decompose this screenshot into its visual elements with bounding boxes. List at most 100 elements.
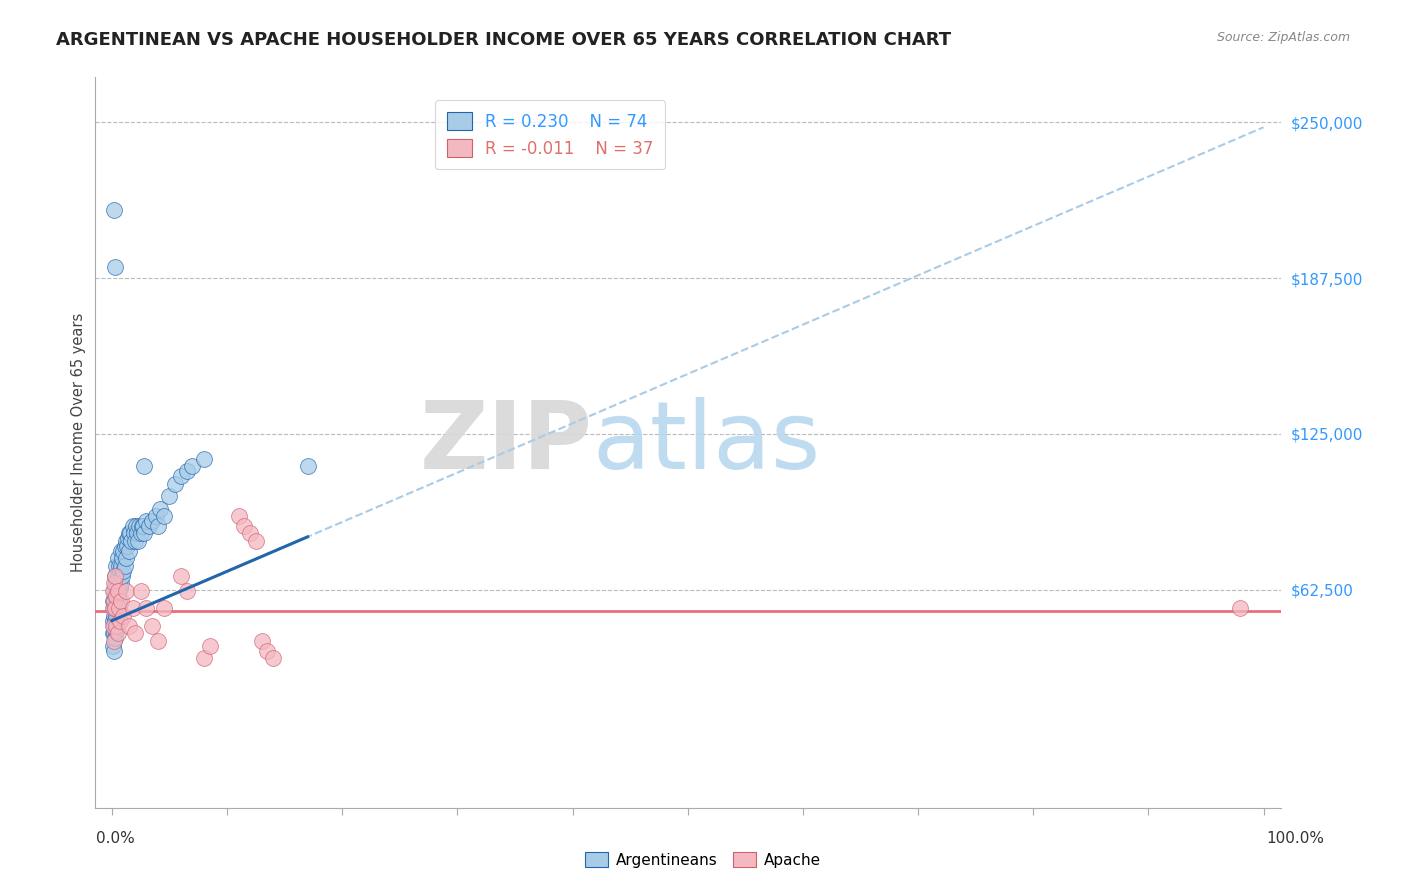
Point xyxy=(108,614,131,628)
Point xyxy=(135,514,157,528)
Point xyxy=(152,601,174,615)
Point xyxy=(132,459,155,474)
Point xyxy=(262,651,284,665)
Point xyxy=(107,601,129,615)
Point xyxy=(181,459,204,474)
Point xyxy=(105,589,128,603)
Text: atlas: atlas xyxy=(593,397,821,489)
Point xyxy=(165,476,187,491)
Point xyxy=(105,594,128,608)
Point xyxy=(117,532,139,546)
Point xyxy=(118,618,141,632)
Point xyxy=(135,601,157,615)
Point xyxy=(101,583,124,598)
Point xyxy=(170,569,193,583)
Point xyxy=(131,519,153,533)
Point xyxy=(104,601,127,615)
Point xyxy=(101,639,124,653)
Point xyxy=(110,594,132,608)
Point xyxy=(176,583,198,598)
Point xyxy=(103,643,125,657)
Point xyxy=(107,551,129,566)
Point xyxy=(104,569,127,583)
Point xyxy=(141,514,163,528)
Point xyxy=(198,639,221,653)
Text: 0.0%: 0.0% xyxy=(96,831,135,846)
Point xyxy=(101,626,124,640)
Point xyxy=(115,539,138,553)
Point xyxy=(107,589,129,603)
Point xyxy=(125,519,148,533)
Point xyxy=(101,594,124,608)
Point xyxy=(193,451,215,466)
Point xyxy=(121,601,143,615)
Text: ZIP: ZIP xyxy=(420,397,593,489)
Y-axis label: Householder Income Over 65 years: Householder Income Over 65 years xyxy=(72,313,86,572)
Point xyxy=(107,594,129,608)
Point xyxy=(127,526,149,541)
Point xyxy=(108,582,131,596)
Point xyxy=(250,633,273,648)
Point xyxy=(104,569,127,583)
Point xyxy=(124,533,146,548)
Point xyxy=(104,589,127,603)
Point xyxy=(103,202,125,217)
Point xyxy=(118,544,141,558)
Text: ARGENTINEAN VS APACHE HOUSEHOLDER INCOME OVER 65 YEARS CORRELATION CHART: ARGENTINEAN VS APACHE HOUSEHOLDER INCOME… xyxy=(56,31,952,49)
Point xyxy=(233,519,256,533)
Point xyxy=(120,533,142,548)
Point xyxy=(132,526,155,541)
Point xyxy=(103,626,125,640)
Point xyxy=(103,601,125,615)
Point xyxy=(118,526,141,541)
Point xyxy=(146,633,169,648)
Point xyxy=(245,533,267,548)
Point xyxy=(149,501,172,516)
Point xyxy=(129,526,152,541)
Point xyxy=(101,618,124,632)
Point xyxy=(112,564,135,578)
Point xyxy=(105,558,128,573)
Point xyxy=(114,558,136,573)
Point xyxy=(145,509,167,524)
Point xyxy=(103,633,125,648)
Point xyxy=(103,594,125,608)
Point xyxy=(104,614,127,628)
Point xyxy=(107,626,129,640)
Point xyxy=(122,526,145,541)
Point xyxy=(105,618,128,632)
Point xyxy=(103,618,125,632)
Point xyxy=(129,583,152,598)
Point xyxy=(176,464,198,478)
Point xyxy=(297,459,319,474)
Point xyxy=(101,601,124,615)
Text: Source: ZipAtlas.com: Source: ZipAtlas.com xyxy=(1216,31,1350,45)
Point xyxy=(124,626,146,640)
Point xyxy=(132,519,155,533)
Point xyxy=(1229,601,1251,615)
Point xyxy=(170,469,193,483)
Point xyxy=(128,519,150,533)
Point xyxy=(114,583,136,598)
Point xyxy=(146,519,169,533)
Point xyxy=(104,631,127,645)
Point xyxy=(127,533,149,548)
Point xyxy=(114,551,136,566)
Point xyxy=(108,564,131,578)
Point xyxy=(101,614,124,628)
Point xyxy=(107,601,129,615)
Point xyxy=(110,576,132,591)
Point xyxy=(110,558,132,573)
Point xyxy=(138,519,160,533)
Point xyxy=(105,624,128,638)
Point xyxy=(103,608,125,623)
Point xyxy=(104,260,127,274)
Point xyxy=(107,569,129,583)
Text: 100.0%: 100.0% xyxy=(1267,831,1324,846)
Point xyxy=(112,544,135,558)
Point xyxy=(193,651,215,665)
Point xyxy=(107,576,129,591)
Legend: R = 0.230    N = 74, R = -0.011    N = 37: R = 0.230 N = 74, R = -0.011 N = 37 xyxy=(434,101,665,169)
Point xyxy=(111,569,134,583)
Legend: Argentineans, Apache: Argentineans, Apache xyxy=(578,844,828,875)
